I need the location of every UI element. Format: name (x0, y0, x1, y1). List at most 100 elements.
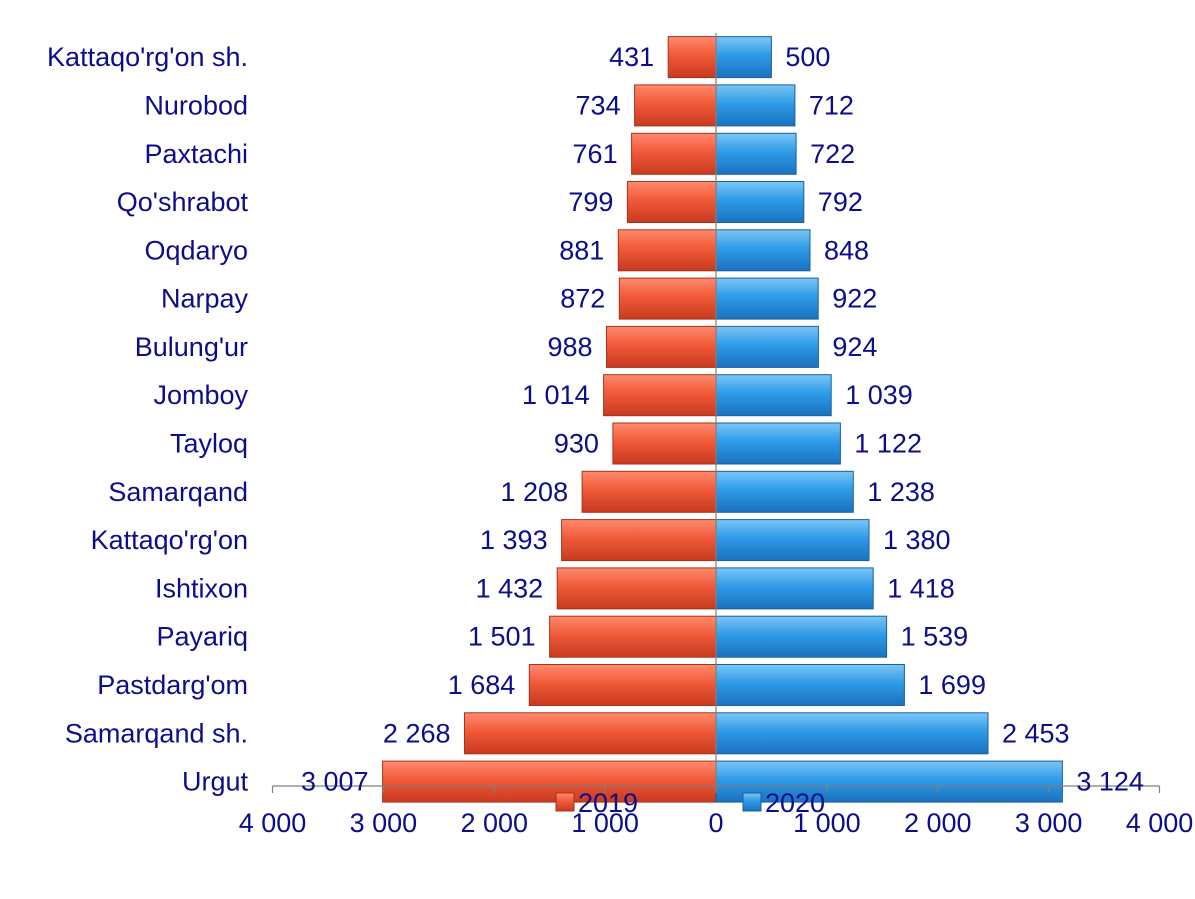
value-label-2019-6: 988 (547, 332, 592, 362)
x-tick-label-6: 2 000 (904, 808, 972, 838)
value-label-2020-4: 848 (824, 235, 869, 265)
bar-2019-12 (549, 615, 717, 658)
x-tick-label-0: 4 000 (239, 808, 307, 838)
value-label-2020-8: 1 122 (854, 429, 922, 459)
bar-2019-5 (618, 277, 717, 320)
bar-2019-14 (464, 712, 717, 755)
value-label-2019-5: 872 (560, 284, 605, 314)
x-tick-label-2: 2 000 (460, 808, 528, 838)
bar-2019-1 (634, 84, 717, 127)
legend-swatch-2020 (742, 792, 762, 812)
bar-2019-8 (612, 422, 717, 465)
bar-2020-5 (715, 277, 819, 320)
x-axis (271, 33, 1161, 793)
category-label-13: Pastdarg'om (97, 670, 248, 700)
bar-2019-15 (382, 760, 717, 803)
x-tick-label-4: 0 (708, 808, 723, 838)
value-label-2020-5: 922 (832, 284, 877, 314)
value-label-2019-11: 1 432 (476, 573, 544, 603)
category-label-1: Nurobod (144, 90, 248, 120)
value-label-2019-1: 734 (576, 90, 621, 120)
category-label-9: Samarqand (108, 477, 248, 507)
category-label-10: Kattaqo'rg'on (91, 525, 248, 555)
category-label-3: Qo'shrabot (117, 187, 249, 217)
value-label-2020-13: 1 699 (918, 670, 986, 700)
bar-2020-2 (715, 132, 797, 175)
legend-label-2020: 2020 (765, 788, 825, 818)
value-label-2020-3: 792 (818, 187, 863, 217)
x-tick-labels: 4 000 3 000 2 000 1 000 0 1 000 2 000 3 000 4 00… (239, 808, 1194, 838)
value-label-2020-7: 1 039 (845, 380, 913, 410)
bar-2020-0 (715, 36, 772, 79)
bar-2020-14 (715, 712, 989, 755)
bar-2020-6 (715, 325, 819, 368)
category-label-14: Samarqand sh. (65, 718, 248, 748)
category-label-7: Jomboy (153, 380, 248, 410)
x-tick-label-5: 1 000 (793, 808, 861, 838)
legend-label-2019: 2019 (578, 788, 638, 818)
bar-2019-13 (528, 664, 717, 706)
value-label-2020-10: 1 380 (883, 525, 951, 555)
bar-2019-4 (617, 229, 717, 272)
value-label-2019-10: 1 393 (480, 525, 548, 555)
bar-2020-15 (715, 760, 1063, 803)
x-tick-label-7: 3 000 (1015, 808, 1083, 838)
x-tick-label-1: 3 000 (350, 808, 418, 838)
value-label-2019-12: 1 501 (468, 622, 536, 652)
category-label-4: Oqdaryo (144, 235, 248, 265)
category-label-0: Kattaqo'rg'on sh. (47, 42, 248, 72)
category-label-6: Bulung'ur (135, 332, 248, 362)
bar-2020-4 (715, 229, 811, 272)
value-label-2019-4: 881 (559, 235, 604, 265)
bar-2020-10 (715, 519, 870, 562)
bar-2019-6 (606, 325, 717, 368)
category-label-12: Payariq (156, 622, 248, 652)
value-label-2019-13: 1 684 (448, 670, 516, 700)
value-label-2019-15: 3 007 (301, 767, 369, 797)
series-2019-bars (382, 36, 717, 803)
value-label-2020-6: 924 (832, 332, 877, 362)
value-label-2020-12: 1 539 (901, 622, 969, 652)
bar-2019-10 (561, 519, 717, 562)
x-tick-label-3: 1 000 (571, 808, 639, 838)
bar-2019-2 (631, 132, 717, 175)
bar-2019-9 (581, 470, 717, 513)
bar-2020-12 (715, 615, 888, 658)
category-label-5: Narpay (161, 284, 249, 314)
value-label-2019-8: 930 (554, 429, 599, 459)
bar-2020-8 (715, 422, 841, 465)
category-label-2: Paxtachi (144, 139, 248, 169)
category-label-11: Ishtixon (155, 573, 248, 603)
value-label-2020-14: 2 453 (1002, 718, 1070, 748)
value-label-2020-11: 1 418 (887, 573, 955, 603)
legend: 2019 2020 (555, 788, 825, 818)
x-tick-label-8: 4 000 (1126, 808, 1194, 838)
value-label-2020-1: 712 (809, 90, 854, 120)
value-labels: 431 500 734 712 761 722 799 792 881 848 872 922 988 9… (301, 42, 1144, 796)
legend-swatch-2019 (555, 792, 575, 812)
value-label-2019-3: 799 (568, 187, 613, 217)
bar-2020-9 (715, 470, 854, 513)
value-label-2020-9: 1 238 (867, 477, 935, 507)
value-label-2020-15: 3 124 (1076, 767, 1144, 797)
bar-2020-3 (715, 181, 805, 223)
bar-2019-3 (626, 181, 717, 223)
value-label-2019-9: 1 208 (501, 477, 569, 507)
bar-2020-11 (715, 567, 874, 610)
value-label-2019-7: 1 014 (522, 380, 590, 410)
category-labels: Kattaqo'rg'on sh. Nurobod Paxtachi Qo'shrab… (47, 42, 248, 796)
bar-2020-1 (715, 84, 796, 127)
value-label-2019-2: 761 (573, 139, 618, 169)
bar-2019-0 (667, 36, 717, 79)
bar-2020-13 (715, 664, 905, 706)
value-label-2019-0: 431 (609, 42, 654, 72)
category-label-15: Urgut (182, 767, 249, 797)
value-label-2019-14: 2 268 (383, 718, 451, 748)
category-label-8: Tayloq (170, 429, 248, 459)
bar-2019-7 (603, 374, 717, 417)
value-label-2020-2: 722 (810, 139, 855, 169)
bar-2019-11 (556, 567, 717, 610)
series-2020-bars (715, 36, 1063, 803)
